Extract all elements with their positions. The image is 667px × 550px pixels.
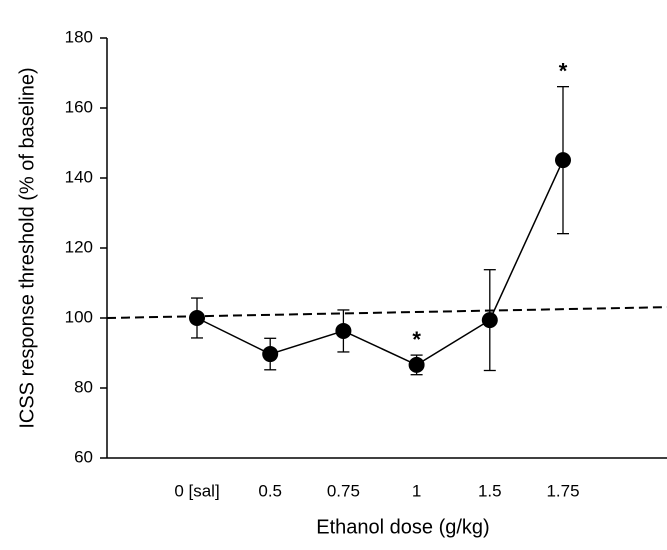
x-tick-label: 1.5 (478, 481, 502, 500)
x-tick-label: 0 [sal] (174, 481, 219, 500)
x-tick-label: 1 (412, 481, 421, 500)
x-tick-label: 0.75 (327, 481, 360, 500)
reference-line (106, 306, 667, 319)
y-tick-label: 180 (65, 27, 93, 46)
data-point (481, 312, 498, 329)
x-tick-label: 1.75 (546, 481, 579, 500)
data-point (262, 346, 279, 363)
y-axis-label: ICSS response threshold (% of baseline) (16, 67, 38, 428)
y-tick-label: 140 (65, 167, 93, 186)
y-tick-label: 100 (65, 307, 93, 326)
data-point (555, 152, 571, 169)
data-point (408, 356, 425, 373)
y-tick-label: 80 (74, 377, 93, 396)
x-axis-label: Ethanol dose (g/kg) (316, 516, 489, 538)
significance-marker: * (559, 58, 568, 83)
data-line (196, 159, 564, 366)
data-point (189, 310, 205, 326)
y-tick-label: 120 (65, 237, 93, 256)
y-tick-label: 60 (74, 447, 93, 466)
x-tick-label: 0.5 (258, 481, 282, 500)
data-point (335, 322, 352, 339)
y-tick-label: 160 (65, 97, 93, 116)
significance-marker: * (412, 327, 421, 352)
